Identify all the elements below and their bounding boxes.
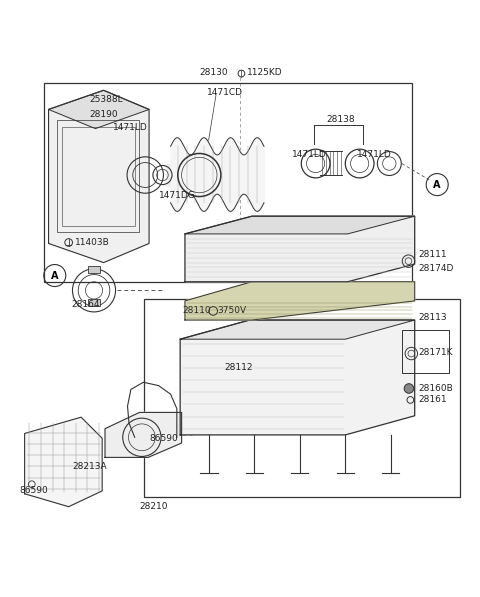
Text: 1471LD: 1471LD: [113, 122, 148, 132]
Text: A: A: [433, 180, 441, 190]
Text: 28160B: 28160B: [418, 384, 453, 393]
Polygon shape: [48, 90, 149, 128]
Text: 28161: 28161: [418, 395, 447, 404]
Polygon shape: [24, 417, 102, 507]
Circle shape: [404, 384, 414, 393]
Text: 28113: 28113: [418, 313, 447, 322]
Polygon shape: [185, 216, 415, 234]
Text: 28213A: 28213A: [72, 463, 107, 472]
Text: 1471DG: 1471DG: [158, 191, 195, 200]
Text: 25388L: 25388L: [89, 96, 123, 104]
Text: 28111: 28111: [418, 250, 447, 259]
Bar: [88, 266, 100, 273]
Text: 28174D: 28174D: [418, 264, 454, 273]
Text: 1125KD: 1125KD: [247, 67, 283, 76]
Text: 86590: 86590: [149, 434, 178, 443]
Polygon shape: [185, 282, 415, 320]
Text: 28138: 28138: [326, 115, 355, 124]
Bar: [144, 298, 460, 497]
Text: 28210: 28210: [140, 502, 168, 511]
Bar: [57, 120, 140, 232]
Polygon shape: [105, 413, 181, 457]
Text: A: A: [51, 270, 59, 281]
Bar: [44, 83, 412, 282]
Text: 28110: 28110: [182, 306, 211, 315]
Polygon shape: [180, 320, 415, 435]
Text: 3750V: 3750V: [217, 306, 246, 315]
Bar: [62, 127, 135, 226]
Text: 11403B: 11403B: [75, 238, 109, 247]
Bar: [88, 299, 100, 306]
Text: 1471CD: 1471CD: [206, 88, 242, 97]
Polygon shape: [185, 216, 415, 282]
Bar: [402, 330, 449, 373]
Text: 28171K: 28171K: [418, 347, 453, 356]
Text: 28190: 28190: [89, 110, 118, 119]
Polygon shape: [180, 320, 415, 339]
Text: 1471LD: 1471LD: [357, 150, 392, 159]
Text: 1471LD: 1471LD: [292, 150, 326, 159]
Text: 28164: 28164: [72, 300, 100, 309]
Text: 28112: 28112: [225, 364, 253, 373]
Text: 28130: 28130: [199, 67, 228, 76]
Polygon shape: [48, 90, 149, 263]
Text: 86590: 86590: [19, 487, 48, 496]
